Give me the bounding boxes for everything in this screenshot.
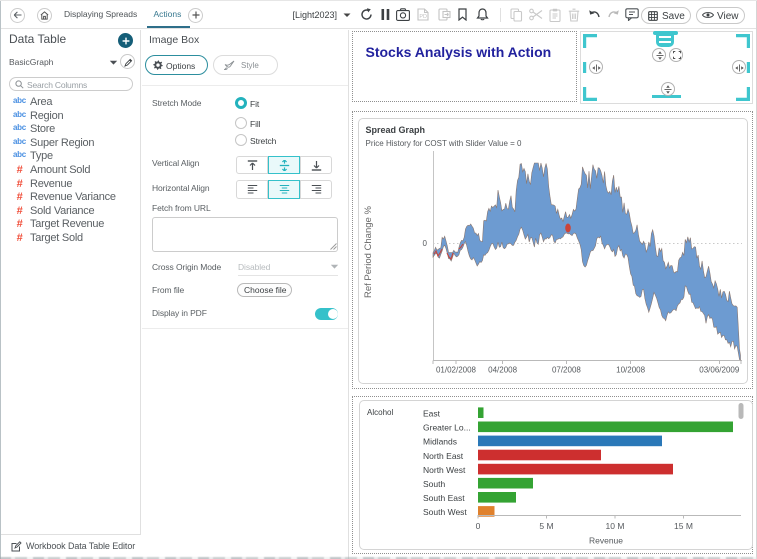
svg-text:01/02/2008: 01/02/2008 xyxy=(436,366,477,375)
svg-text:07/2008: 07/2008 xyxy=(552,366,581,375)
svg-text:East: East xyxy=(423,409,441,419)
svg-text:0: 0 xyxy=(476,521,481,531)
svg-text:03/06/2009: 03/06/2009 xyxy=(699,366,740,375)
svg-text:South West: South West xyxy=(423,507,467,517)
svg-text:North West: North West xyxy=(423,465,466,475)
svg-text:North East: North East xyxy=(423,451,464,461)
svg-text:15 M: 15 M xyxy=(674,521,693,531)
svg-text:South: South xyxy=(423,479,445,489)
svg-text:04/2008: 04/2008 xyxy=(488,366,517,375)
svg-text:Revenue: Revenue xyxy=(589,536,623,546)
svg-text:10 M: 10 M xyxy=(606,521,625,531)
svg-text:Midlands: Midlands xyxy=(423,437,457,447)
svg-text:5 M: 5 M xyxy=(539,521,553,531)
svg-text:PD: PD xyxy=(419,14,427,20)
svg-text:Greater Lo...: Greater Lo... xyxy=(423,423,471,433)
svg-text:10/2008: 10/2008 xyxy=(616,366,645,375)
svg-text:South East: South East xyxy=(423,493,465,503)
svg-text:0: 0 xyxy=(423,239,428,248)
